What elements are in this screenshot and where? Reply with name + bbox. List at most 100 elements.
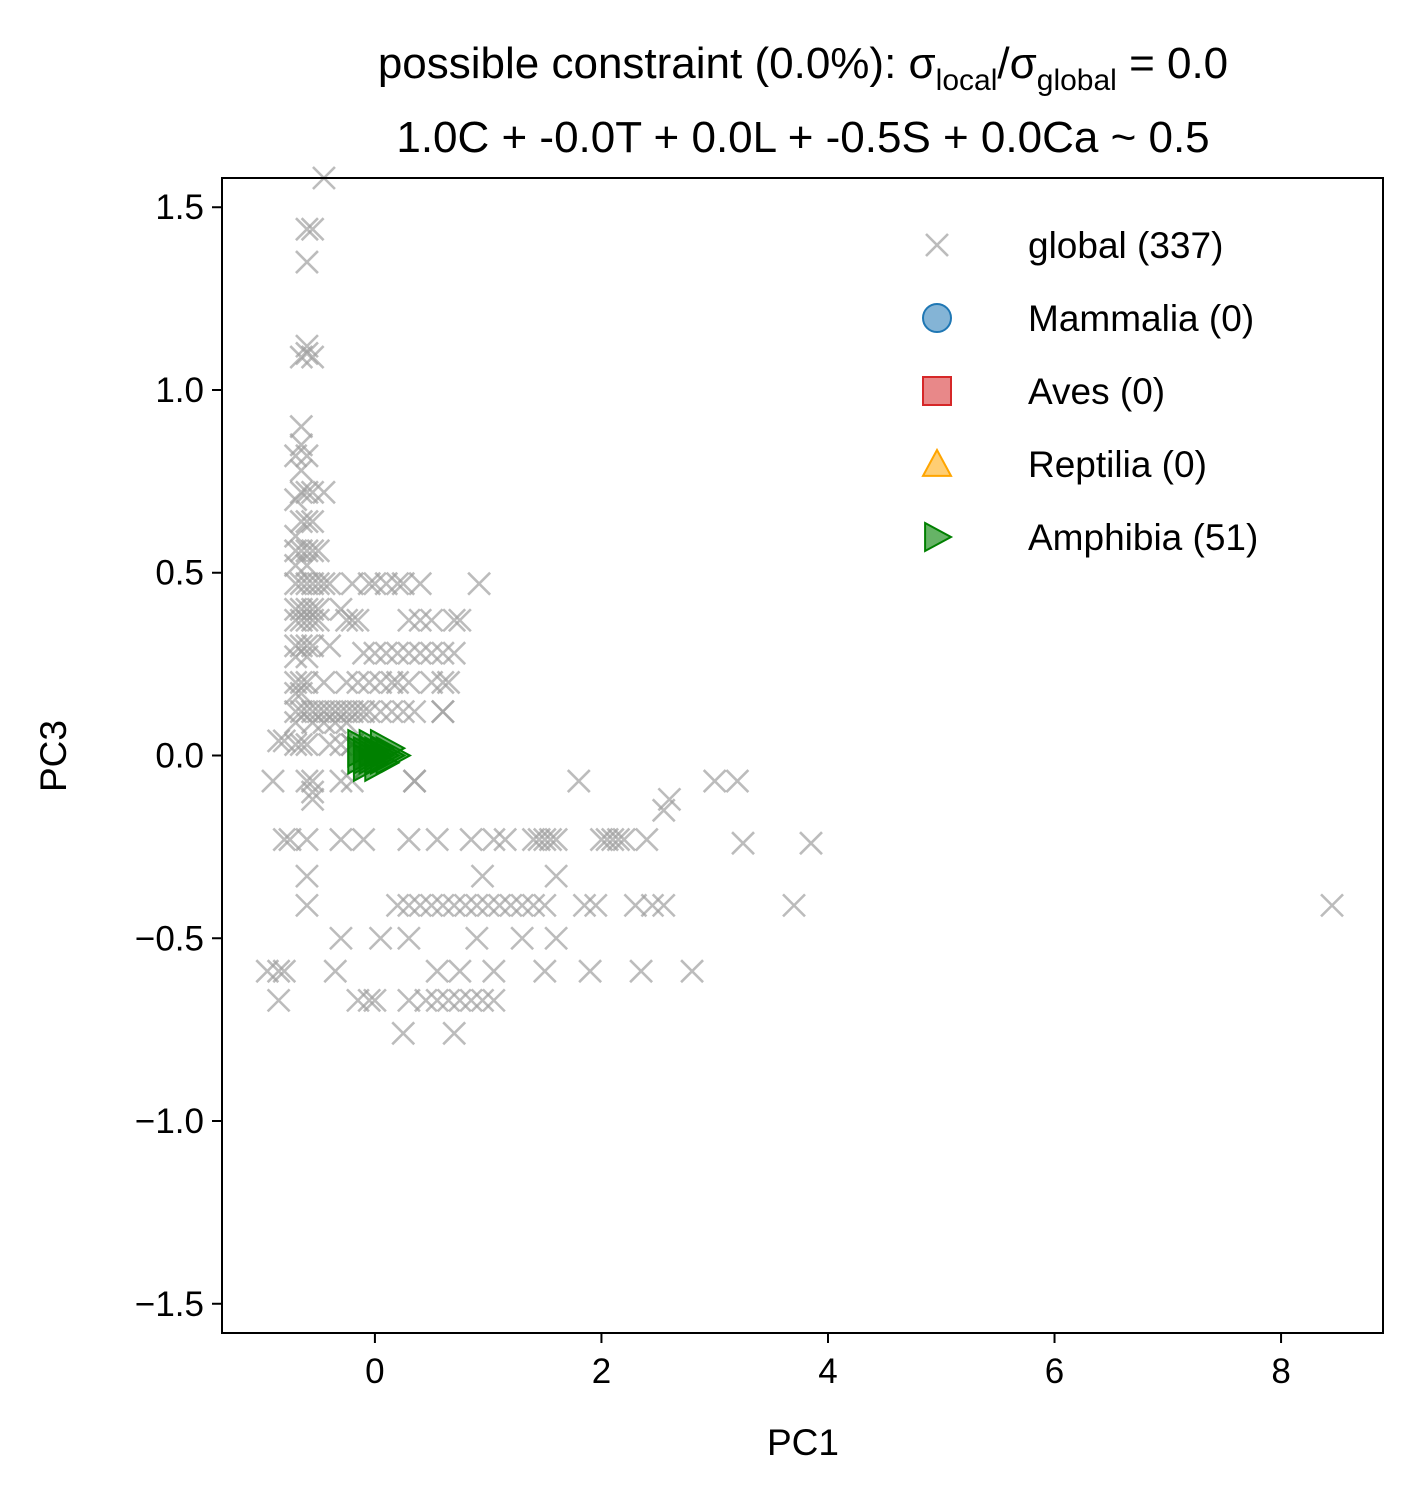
global-point [782,893,806,918]
global-point [272,827,297,852]
global-point [583,893,608,918]
global-point [396,641,421,666]
global-point [419,641,444,666]
global-point [295,480,319,505]
global-point [447,988,472,1013]
global-point [459,827,484,852]
global-point [385,571,410,596]
global-point [266,728,291,753]
global-point [374,641,399,666]
legend-label: global (337) [1028,225,1223,266]
global-point [408,641,433,666]
global-point [295,608,319,633]
y-tick-label: 0.5 [155,554,204,593]
global-point [425,959,450,984]
global-point [447,959,472,984]
global-point [442,1021,467,1046]
global-point [300,769,325,794]
global-point [300,710,325,735]
global-point [396,926,421,951]
title-line-2: 1.0C + -0.0T + 0.0L + -0.5S + 0.0Ca ~ 0.… [396,113,1209,162]
global-point [1320,893,1344,918]
global-point [357,699,382,724]
global-point [312,571,336,596]
global-point [289,633,314,658]
global-point [289,732,314,757]
legend-item: Aves (0) [922,371,1165,412]
global-point [334,710,359,735]
global-point [453,893,478,918]
global-point [295,571,319,596]
global-point [300,217,325,242]
global-point [283,571,308,596]
global-point [521,893,546,918]
global-point [379,699,404,724]
global-point [374,571,399,596]
global-point [532,959,557,984]
global-point [329,699,353,724]
global-point [510,893,535,918]
chart-title: possible constraint (0.0%): σlocal/σglob… [378,39,1228,162]
global-point [306,571,331,596]
legend: global (337) Mammalia (0) Aves (0) Reptilia… [921,225,1258,558]
global-point [436,988,461,1013]
y-tick-label: 0.0 [155,737,204,776]
global-point [368,670,393,695]
global-point [295,334,319,359]
global-point [419,670,444,695]
global-point [312,480,336,505]
global-point [487,893,512,918]
global-point [532,893,557,918]
global-point [731,831,755,856]
global-point [272,959,297,984]
plot-points [255,166,1344,1046]
x-tick-label: 0 [365,1352,384,1391]
global-point [402,699,427,724]
global-point [578,959,603,984]
global-point [351,699,376,724]
global-point [651,893,676,918]
legend-marker [921,447,953,477]
global-point [289,670,314,695]
global-point [300,509,325,534]
global-point [300,345,325,370]
global-point [283,608,308,633]
global-point [306,608,331,633]
global-point [261,769,285,794]
global-point [346,670,370,695]
global-point [289,414,314,439]
global-point [510,926,535,951]
global-point [498,893,523,918]
global-point [442,893,467,918]
legend-marker [922,376,952,406]
global-point [357,670,382,695]
global-point [640,893,665,918]
legend-marker [924,521,954,553]
global-point [600,827,625,852]
global-point [362,988,387,1013]
legend-item: Amphibia (51) [924,517,1258,558]
global-point [651,798,676,823]
global-point [317,571,342,596]
global-point [289,571,314,596]
global-point [340,608,365,633]
global-point [295,443,319,468]
global-point [402,769,427,794]
global-point [589,827,614,852]
global-point [623,893,648,918]
legend-marker [925,233,949,257]
global-point [312,710,336,735]
global-point [385,670,410,695]
global-point [425,988,450,1013]
global-point [442,608,467,633]
global-point [278,827,302,852]
global-point [300,571,325,596]
global-series [255,166,1344,1046]
global-point [464,926,489,951]
global-point [476,893,501,918]
global-point [323,959,348,984]
global-point [300,780,325,804]
x-axis-label: PC1 [767,1422,839,1463]
global-point [300,633,325,658]
global-point [266,959,291,984]
